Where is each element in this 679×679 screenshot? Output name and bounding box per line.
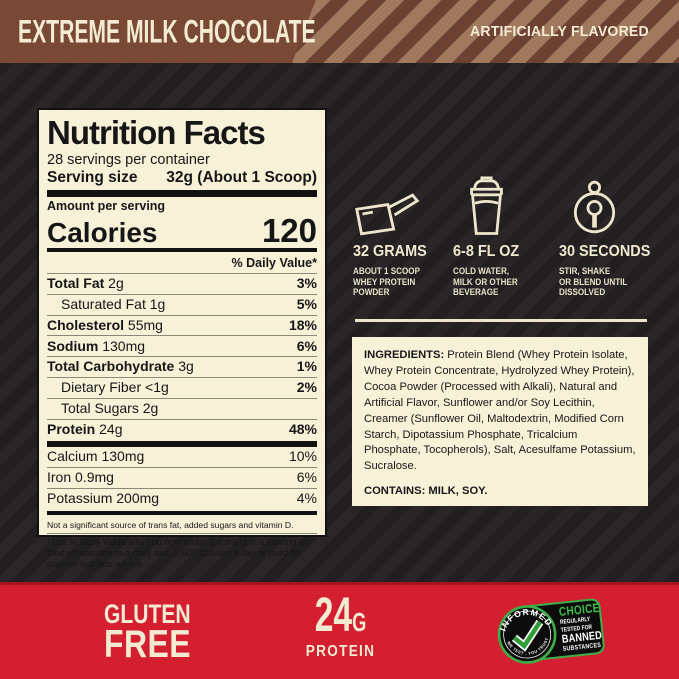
ingredients-paragraph: INGREDIENTS: Protein Blend (Whey Protein… [364,348,636,475]
mineral-rows: Calcium 130mg 10% Iron 0.9mg 6% Potassium 20… [47,447,317,508]
stopwatch-icon [559,172,651,236]
protein-amount: 24G [300,592,381,640]
daily-value-footnote: *The % Daily Value tells you how much a … [47,536,307,570]
nutrient-row: Protein 24g 48% [47,418,317,440]
informed-seal-icon: INFORMED WE TEST . YOU TRUST [494,602,560,668]
nutrient-name: Cholesterol 55mg [47,316,163,333]
nutrient-row: Saturated Fat 1g 5% [47,293,317,315]
flavor-banner-solid [0,0,316,63]
scoop-icon [353,172,453,236]
nutrient-daily-value: 18% [288,316,317,333]
contains-line: CONTAINS: MILK, SOY. [364,485,488,498]
directions-divider [355,319,647,322]
ingredients-text: Protein Blend (Whey Protein Isolate, Whe… [364,349,636,473]
direction-step: 30 SECONDS STIR, SHAKE OR BLEND UNTIL DISSO… [559,172,651,298]
serving-size-label: Serving size [47,169,138,187]
mineral-name: Potassium 200mg [47,489,160,506]
free-word: FREE [104,622,191,666]
direction-step: 32 GRAMS ABOUT 1 SCOOP WHEY PROTEIN POWDER [353,172,453,298]
ingredients-label: INGREDIENTS: [364,349,445,361]
serving-size-row: Serving size 32g (About 1 Scoop) [47,169,317,187]
protein-word: PROTEIN [305,643,376,660]
direction-title: 6-8 FL OZ [453,243,520,260]
protein-claim: 24G PROTEIN [283,592,398,661]
nutrient-name: Total Fat 2g [47,275,124,292]
nutrient-name: Protein 24g [47,420,123,437]
divider-medium [47,510,317,515]
nutrient-daily-value: 48% [288,420,317,437]
direction-description: STIR, SHAKE OR BLEND UNTIL DISSOLVED [559,266,628,298]
direction-description: COLD WATER, MILK OR OTHER BEVERAGE [453,266,518,298]
daily-value-header: % Daily Value* [231,256,317,271]
nutrient-name: Dietary Fiber <1g [61,379,169,396]
mineral-name: Iron 0.9mg [47,469,114,486]
mineral-daily-value: 6% [296,469,317,486]
nutrient-daily-value: 5% [296,296,317,313]
mineral-row: Calcium 130mg 10% [47,447,317,467]
nutrient-name: Total Carbohydrate 3g [47,358,194,375]
not-significant-note: Not a significant source of trans fat, a… [47,517,317,534]
nutrient-daily-value: 1% [296,358,317,375]
nutrient-row: Total Carbohydrate 3g 1% [47,356,317,377]
mineral-name: Calcium 130mg [47,448,145,465]
artificially-flavored-note: ARTIFICIALLY FLAVORED [470,23,649,40]
ingredients-box: INGREDIENTS: Protein Blend (Whey Protein… [352,337,648,506]
direction-step: 6-8 FL OZ COLD WATER, MILK OR OTHER BEVERAG… [453,172,559,298]
direction-description: ABOUT 1 SCOOP WHEY PROTEIN POWDER [353,266,421,298]
divider-thick [47,441,317,448]
nutrient-row: Total Sugars 2g [47,397,317,419]
nutrient-name: Saturated Fat 1g [61,296,166,313]
mineral-daily-value: 4% [296,489,317,506]
nutrient-daily-value: 3% [296,275,317,292]
mineral-daily-value: 10% [288,448,317,465]
shaker-bottle-icon [453,172,559,236]
informed-choice-badge-text: CHOICE REGULARLY TESTED FOR BANNED SUBST… [558,601,603,654]
direction-title: 30 SECONDS [559,243,651,260]
flavor-title: EXTREME MILK CHOCOLATE [18,13,316,49]
serving-size-value: 32g (About 1 Scoop) [166,169,317,187]
servings-per-container: 28 servings per container [47,152,210,168]
footer-banner: GLUTEN FREE 24G PROTEIN CHOICE REGULARLY… [0,582,679,679]
nutrient-daily-value: 2% [296,379,317,396]
protein-amount-unit: G [352,607,367,637]
nutrient-row: Sodium 130mg 6% [47,335,317,356]
nutrient-row: Dietary Fiber <1g 2% [47,376,317,398]
mineral-row: Iron 0.9mg 6% [47,467,317,488]
gluten-free-claim: GLUTEN FREE [104,599,215,666]
nutrition-facts-panel: Nutrition Facts 28 servings per containe… [37,108,327,569]
protein-amount-value: 24 [314,589,353,642]
nutrient-row: Total Fat 2g 3% [47,273,317,294]
divider-medium [47,248,317,253]
calories-row: Calories 120 [47,211,317,249]
calories-value: 120 [261,211,317,249]
gluten-word: GLUTEN [104,599,191,629]
nutrient-name: Sodium 130mg [47,337,146,354]
informed-choice-badge: CHOICE REGULARLY TESTED FOR BANNED SUBST… [494,595,608,670]
nutrient-row: Cholesterol 55mg 18% [47,314,317,336]
direction-title: 32 GRAMS [353,243,427,260]
mineral-row: Potassium 200mg 4% [47,487,317,509]
amount-per-serving-label: Amount per serving [47,199,166,214]
flavor-banner: EXTREME MILK CHOCOLATE ARTIFICIALLY FLAV… [0,0,679,63]
nutrient-name: Total Sugars 2g [61,399,159,416]
divider-thick [47,190,317,198]
nutrition-facts-title: Nutrition Facts [47,114,266,151]
badge-line-substances: SUBSTANCES [562,642,602,654]
nutrient-rows: Total Fat 2g 3% Saturated Fat 1g 5% Choleste… [47,273,317,439]
directions-row: 32 GRAMS ABOUT 1 SCOOP WHEY PROTEIN POWDER 6… [353,172,651,298]
calories-label: Calories [47,216,158,248]
nutrient-daily-value: 6% [296,337,317,354]
